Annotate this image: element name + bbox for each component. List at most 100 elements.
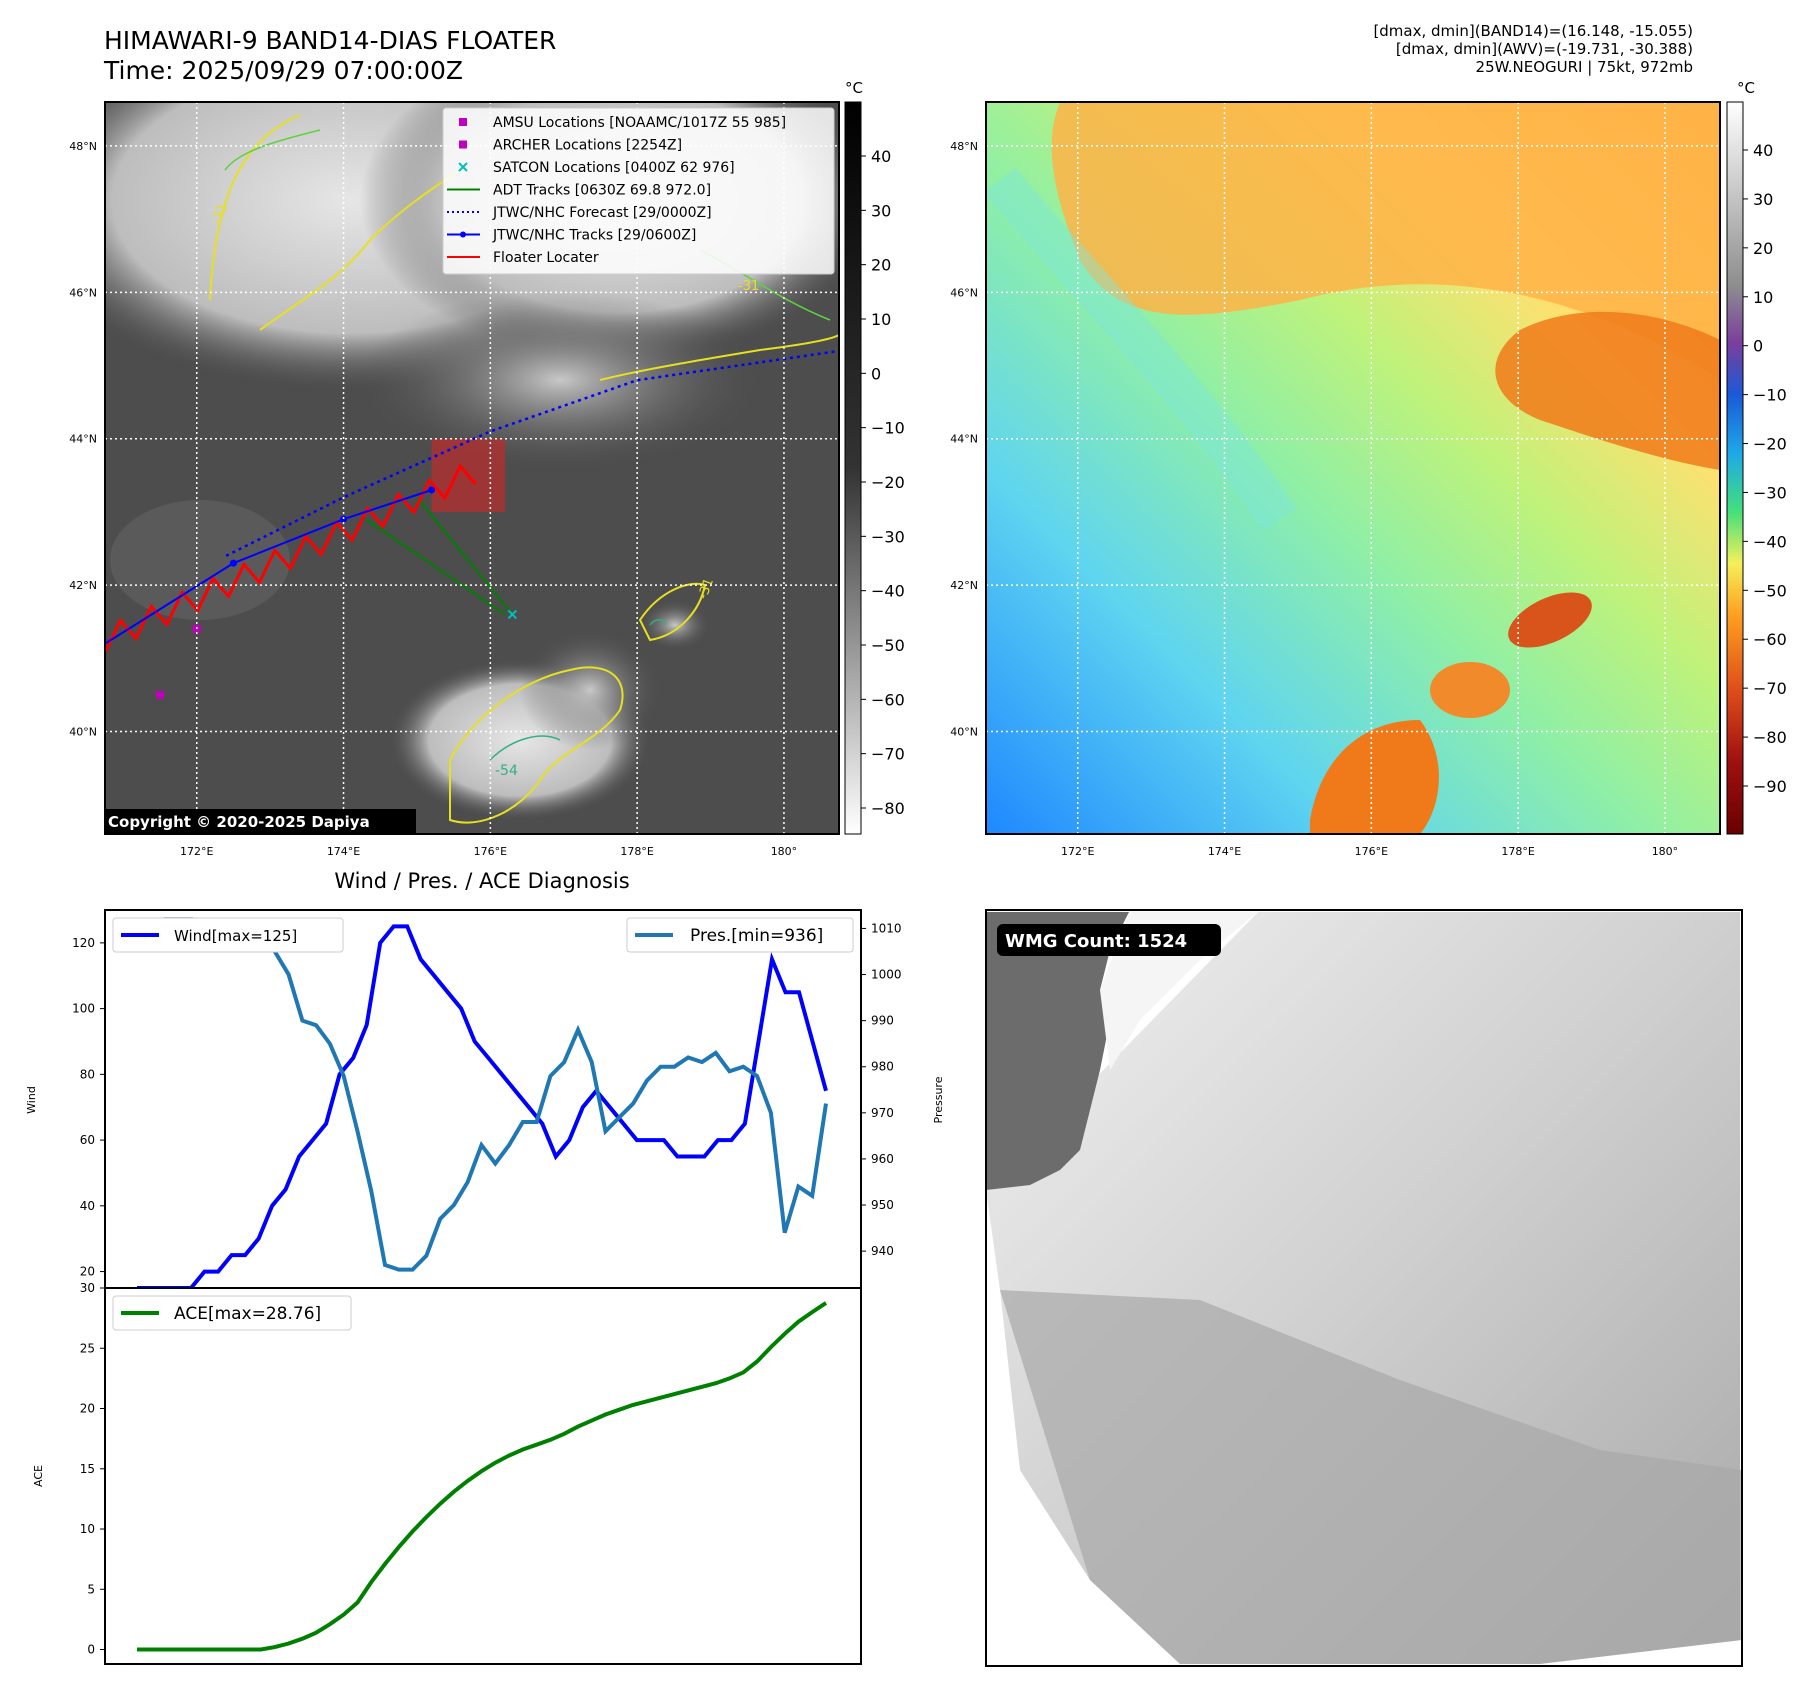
contour-label: -31 (696, 576, 717, 601)
colorbar-tick-label: −40 (871, 582, 905, 601)
ir-lon-axis: 172°E 174°E 176°E 178°E 180° (180, 845, 797, 858)
jtwc-track-point (229, 559, 237, 567)
contour-label: -54 (495, 763, 518, 779)
awv-lat-axis: 48°N 46°N 44°N 42°N 40°N (950, 140, 978, 739)
legend-label: ARCHER Locations [2254Z] (493, 138, 682, 154)
copyright-badge (104, 809, 416, 833)
ir-legend: AMSU Locations [NOAAMC/1017Z 55 985] ARCH… (442, 107, 835, 275)
axis-tick-label: 980 (871, 1060, 894, 1074)
axis-tick-label: 120 (72, 936, 95, 950)
wind-legend-label: Wind[max=125] (174, 927, 297, 945)
wmg-count-badge (997, 924, 1221, 956)
awv-colorbar-ticks: 40 30 20 10 0 −10 −20 −30 −40 −50 −60 −70 −80 −90 (1743, 141, 1787, 796)
colorbar-tick-label: −30 (871, 527, 905, 546)
ir-colorbar-ticks: 40 30 20 10 0 −10 −20 −30 −40 −50 −60 −70 −80 (861, 147, 905, 818)
colorbar-tick-label: 10 (871, 310, 891, 329)
colorbar-tick-label: 30 (1753, 190, 1773, 209)
axis-tick-label: 30 (80, 1281, 95, 1295)
axis-tick-label: 100 (72, 1002, 95, 1016)
ace-axes (104, 1287, 862, 1665)
wind-axis-label: Wind (25, 1086, 38, 1114)
amsu-point (192, 625, 201, 634)
wind-series-line (137, 924, 828, 1290)
colorbar-tick-label: −60 (871, 690, 905, 709)
colorbar-tick-label: −90 (1753, 777, 1787, 796)
axis-tick-label: 20 (80, 1265, 95, 1279)
lat-tick-label: 42°N (69, 579, 97, 592)
lon-tick-label: 178°E (620, 845, 653, 858)
awv-colorbar-unit: °C (1737, 79, 1755, 97)
colorbar-tick-label: 0 (871, 364, 881, 383)
lon-tick-label: 180° (771, 845, 798, 858)
axis-tick-label: 960 (871, 1152, 894, 1166)
jtwc-track-point (340, 515, 348, 523)
adt-track (416, 496, 514, 616)
axis-tick-label: 60 (80, 1133, 95, 1147)
axis-tick-label: 25 (80, 1341, 95, 1355)
lat-tick-label: 44°N (950, 433, 978, 446)
wind-pres-axes (104, 909, 862, 1289)
axis-tick-label: 5 (87, 1582, 95, 1596)
wmg-image (986, 912, 1742, 1666)
ace-series-line (137, 1301, 828, 1652)
awv-colorbar (1726, 101, 1744, 835)
lon-tick-label: 176°E (474, 845, 507, 858)
axis-tick-label: 80 (80, 1067, 95, 1081)
ace-axis-label: ACE (32, 1465, 45, 1487)
colorbar-tick-label: 0 (1753, 337, 1763, 356)
lon-tick-label: 178°E (1501, 845, 1534, 858)
colorbar-tick-label: 10 (1753, 288, 1773, 307)
colorbar-tick-label: −70 (1753, 679, 1787, 698)
ir-colorbar (844, 101, 862, 835)
wind-axis: 20 40 60 80 100 120 (72, 936, 105, 1279)
axis-tick-label: 10 (80, 1522, 95, 1536)
colorbar-tick-label: −60 (1753, 630, 1787, 649)
adt-track (365, 518, 506, 616)
wind-legend: Wind[max=125] (112, 917, 344, 953)
ace-legend: ACE[max=28.76] (112, 1295, 352, 1331)
colorbar-tick-label: 30 (871, 201, 891, 220)
lon-tick-label: 174°E (1208, 845, 1241, 858)
pres-legend-label: Pres.[min=936] (690, 926, 823, 946)
diagnosis-title: Wind / Pres. / ACE Diagnosis (334, 869, 629, 893)
lat-tick-label: 44°N (69, 433, 97, 446)
colorbar-tick-label: −80 (1753, 728, 1787, 747)
lat-tick-label: 40°N (69, 726, 97, 739)
colorbar-tick-label: 40 (1753, 141, 1773, 160)
awv-gridlines (986, 102, 1720, 834)
amsu-point (156, 690, 165, 699)
pressure-axis: 940 950 960 970 980 990 1000 1010 (861, 921, 902, 1258)
info-awv: [dmax, dmin](AWV)=(-19.731, -30.388) (1395, 40, 1693, 58)
legend-label: AMSU Locations [NOAAMC/1017Z 55 985] (493, 115, 786, 131)
ace-legend-label: ACE[max=28.76] (174, 1304, 321, 1324)
lat-tick-label: 48°N (69, 140, 97, 153)
figure-title: HIMAWARI-9 BAND14-DIAS FLOATER (104, 26, 557, 55)
colorbar-tick-label: −50 (871, 636, 905, 655)
axis-tick-label: 950 (871, 1198, 894, 1212)
colorbar-tick-label: −70 (871, 745, 905, 764)
jtwc-track-point (428, 486, 436, 494)
axis-tick-label: 15 (80, 1462, 95, 1476)
legend-label: JTWC/NHC Forecast [29/0000Z] (492, 205, 712, 221)
lon-tick-label: 180° (1652, 845, 1679, 858)
lon-tick-label: 176°E (1355, 845, 1388, 858)
colorbar-tick-label: −20 (871, 473, 905, 492)
axis-tick-label: 1010 (871, 921, 902, 935)
axis-tick-label: 940 (871, 1244, 894, 1258)
colorbar-tick-label: −10 (1753, 386, 1787, 405)
colorbar-tick-label: −50 (1753, 581, 1787, 600)
colorbar-tick-label: 40 (871, 147, 891, 166)
lon-tick-label: 172°E (180, 845, 213, 858)
ace-axis: 0 5 10 15 20 25 30 (80, 1281, 105, 1657)
axis-tick-label: 0 (87, 1643, 95, 1657)
ir-colorbar-unit: °C (845, 79, 863, 97)
legend-label: SATCON Locations [0400Z 62 976] (493, 160, 735, 176)
lat-tick-label: 40°N (950, 726, 978, 739)
legend-label: ADT Tracks [0630Z 69.8 972.0] (493, 183, 711, 199)
colorbar-tick-label: −10 (871, 419, 905, 438)
legend-label: JTWC/NHC Tracks [29/0600Z] (492, 228, 696, 244)
pres-legend: Pres.[min=936] (626, 917, 854, 953)
info-storm: 25W.NEOGURI | 75kt, 972mb (1475, 58, 1693, 76)
colorbar-tick-label: −30 (1753, 483, 1787, 502)
